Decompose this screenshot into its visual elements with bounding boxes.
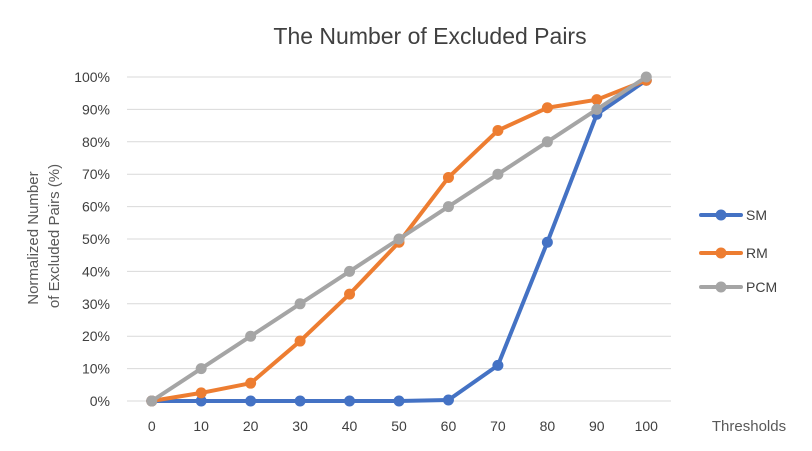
data-point-rm (294, 335, 306, 347)
data-point-pcm (245, 330, 257, 342)
y-tick-label: 50% (82, 231, 110, 247)
x-tick-label: 20 (243, 418, 259, 434)
x-tick-label: 10 (193, 418, 209, 434)
chart-title: The Number of Excluded Pairs (273, 23, 586, 49)
legend-item-sm: SM (699, 207, 767, 223)
data-point-sm (245, 395, 257, 407)
x-tick-label: 0 (148, 418, 156, 434)
data-point-sm (393, 395, 405, 407)
legend-marker-pcm (715, 281, 727, 293)
data-point-pcm (344, 265, 356, 277)
data-point-rm (492, 124, 504, 136)
y-axis-title-line-1: Normalized Number (25, 171, 42, 304)
data-point-pcm (294, 298, 306, 310)
data-point-rm (442, 171, 454, 183)
data-point-pcm (492, 168, 504, 180)
series (146, 71, 652, 407)
legend-item-rm: RM (699, 245, 768, 261)
data-point-pcm (393, 233, 405, 245)
data-point-pcm (146, 395, 158, 407)
x-tick-labels: 0 10 20 30 40 50 60 70 80 90 100 (148, 418, 658, 434)
y-tick-labels: 0% 10% 20% 30% 40% 50% 60% 70% 80% 90% 100% (74, 69, 110, 409)
data-point-sm (344, 395, 356, 407)
legend-marker-rm (715, 247, 727, 259)
x-tick-label: 30 (292, 418, 308, 434)
data-point-pcm (442, 201, 454, 213)
data-point-rm (591, 94, 603, 106)
y-tick-label: 80% (82, 134, 110, 150)
x-tick-label: 60 (441, 418, 457, 434)
y-tick-label: 30% (82, 296, 110, 312)
data-point-pcm (195, 363, 207, 375)
x-tick-label: 80 (540, 418, 556, 434)
y-tick-label: 10% (82, 361, 110, 377)
series-pcm (146, 71, 652, 407)
legend: SM RM PCM (699, 207, 777, 295)
y-tick-label: 40% (82, 263, 110, 279)
data-point-sm (195, 395, 207, 407)
x-tick-label: 50 (391, 418, 407, 434)
y-axis-title: Normalized Number of Excluded Pairs (%) (25, 164, 63, 308)
data-point-pcm (640, 71, 652, 83)
data-point-sm (541, 236, 553, 248)
data-point-rm (195, 387, 207, 399)
data-point-sm (492, 359, 504, 371)
data-point-sm (442, 394, 454, 406)
x-tick-label: 90 (589, 418, 605, 434)
data-point-pcm (541, 136, 553, 148)
legend-label-pcm: PCM (746, 279, 777, 295)
legend-label-sm: SM (746, 207, 767, 223)
y-tick-label: 100% (74, 69, 110, 85)
legend-label-rm: RM (746, 245, 768, 261)
data-point-rm (245, 377, 257, 389)
legend-marker-sm (715, 209, 727, 221)
legend-item-pcm: PCM (699, 279, 777, 295)
x-axis-title: Thresholds (712, 418, 786, 435)
data-point-rm (541, 102, 553, 114)
data-point-pcm (591, 103, 603, 115)
data-point-sm (294, 395, 306, 407)
y-tick-label: 70% (82, 166, 110, 182)
x-tick-label: 70 (490, 418, 506, 434)
y-tick-label: 0% (90, 393, 110, 409)
y-axis-title-line-2: of Excluded Pairs (%) (46, 164, 63, 308)
y-tick-label: 90% (82, 101, 110, 117)
y-tick-label: 60% (82, 199, 110, 215)
x-tick-label: 40 (342, 418, 358, 434)
y-tick-label: 20% (82, 328, 110, 344)
data-point-rm (344, 288, 356, 300)
x-tick-label: 100 (635, 418, 659, 434)
